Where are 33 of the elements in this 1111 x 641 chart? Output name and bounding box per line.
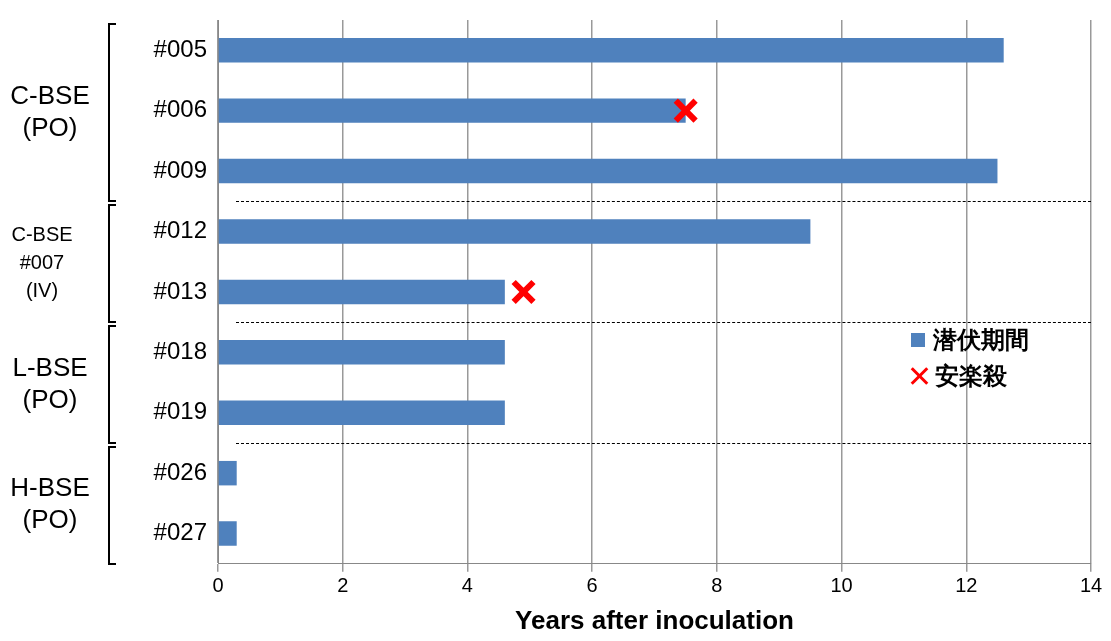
text: H-BSE (PO) (9, 471, 91, 536)
y-tick-label: #005 (153, 34, 207, 62)
text: C-BSE (PO) (9, 78, 91, 143)
bar (218, 279, 505, 305)
x-tick-label: 2 (337, 574, 349, 597)
x-tick-label: 14 (1079, 574, 1103, 597)
y-tick-label: #012 (153, 216, 207, 244)
x-axis-title: Years after inoculation (515, 604, 794, 635)
x-tick-label: 12 (955, 574, 978, 597)
x-tick-label: 6 (586, 574, 598, 597)
y-tick-label: #009 (153, 155, 207, 183)
y-tick-label: #006 (153, 95, 207, 123)
y-tick-label: #013 (153, 276, 207, 304)
y-tick-label: #026 (153, 457, 207, 485)
bar (218, 37, 1004, 63)
y-tick-label: #018 (153, 336, 207, 364)
bar (218, 158, 998, 184)
bar (218, 521, 237, 546)
y-tick-label: #019 (153, 397, 207, 425)
x-tick-label: 8 (711, 574, 723, 597)
text: L-BSE (PO) (11, 350, 89, 415)
bar (218, 400, 505, 425)
bar (218, 460, 237, 486)
y-tick-label: #027 (153, 518, 207, 546)
legend-label: 潜伏期間 (933, 324, 1029, 355)
bar (218, 98, 686, 123)
bar (218, 340, 505, 365)
x-tick-label: 10 (830, 574, 853, 597)
legend-label: 安楽殺 (935, 360, 1007, 391)
text: C-BSE #007 (IV) (10, 221, 74, 303)
x-tick-label: 0 (212, 574, 224, 597)
x-tick-label: 4 (461, 574, 473, 597)
bar (218, 219, 811, 244)
